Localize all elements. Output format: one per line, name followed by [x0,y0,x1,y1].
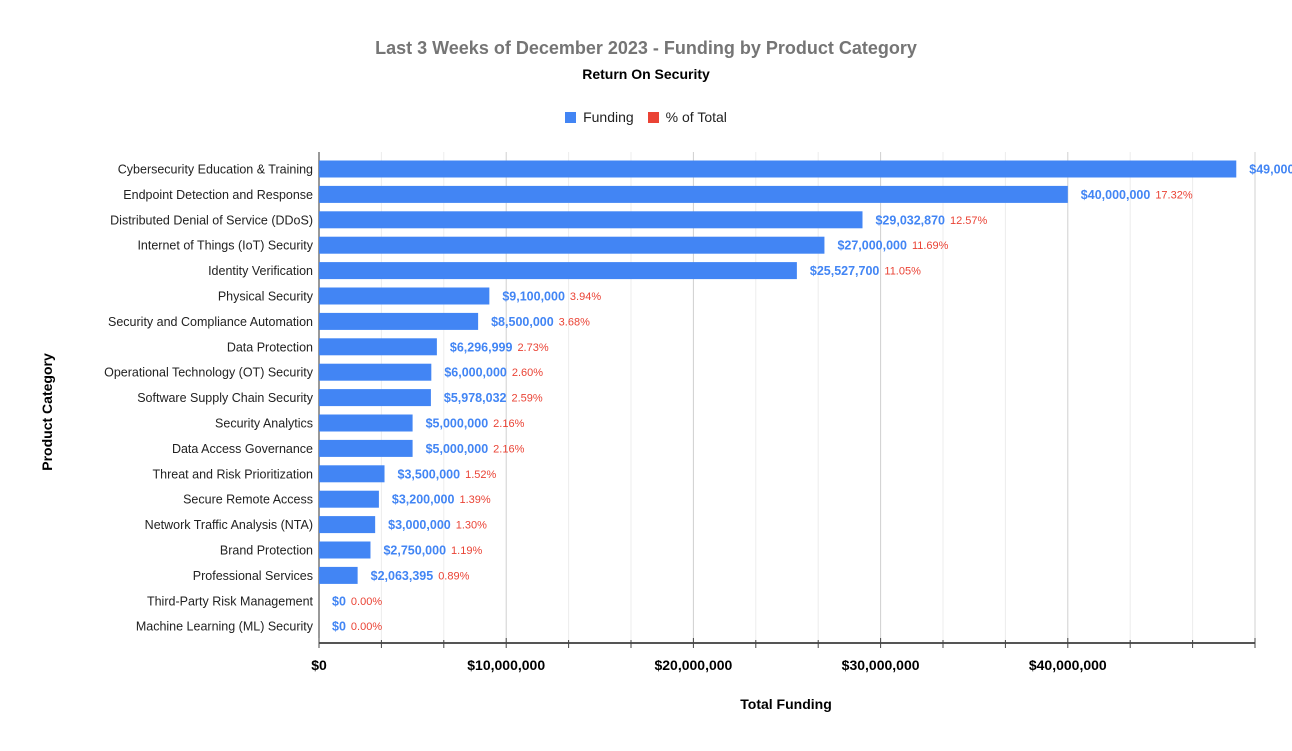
bar [319,465,385,483]
data-label-funding: $27,000,000 [837,239,907,253]
bar [319,414,413,432]
data-label-funding: $2,750,000 [383,544,446,558]
bar [319,439,413,457]
y-tick-label: Cybersecurity Education & Training [118,163,313,177]
y-tick-label: Secure Remote Access [183,493,313,507]
x-tick-label: $10,000,000 [467,657,545,673]
bar [319,287,490,305]
data-label-percent: 1.30% [456,520,487,532]
data-label-percent: 17.32% [1155,189,1193,201]
data-label-funding: $5,978,032 [444,391,507,405]
data-label-funding: $29,032,870 [875,213,945,227]
y-tick-label: Endpoint Detection and Response [123,188,313,202]
data-label-funding: $2,063,395 [371,569,434,583]
x-tick-label: $0 [311,657,327,673]
legend-label: Funding [583,109,634,125]
data-label-percent: 0.89% [438,570,469,582]
data-label-funding: $49,000,000 [1249,163,1292,177]
y-tick-label: Brand Protection [220,544,313,558]
data-label-funding: $5,000,000 [426,442,489,456]
bar [319,516,376,534]
bar [319,490,379,508]
bar [319,363,432,381]
legend-swatch-funding [565,111,577,123]
data-label-percent: 12.57% [950,215,988,227]
chart-subtitle: Return On Security [582,66,710,82]
y-tick-label: Operational Technology (OT) Security [104,366,314,380]
bar [319,236,825,254]
y-tick-label: Security and Compliance Automation [108,315,313,329]
y-tick-label: Third-Party Risk Management [147,594,314,608]
bar [319,262,797,280]
y-tick-label: Physical Security [218,290,314,304]
y-tick-label: Machine Learning (ML) Security [136,620,314,634]
data-label-percent: 2.60% [512,367,543,379]
data-label-funding: $3,000,000 [388,518,451,532]
data-label-funding: $25,527,700 [810,264,880,278]
bar [319,185,1068,203]
bar [319,211,863,229]
y-tick-label: Network Traffic Analysis (NTA) [145,518,313,532]
y-tick-label: Threat and Risk Prioritization [153,467,314,481]
x-axis-label: Total Funding [740,696,832,712]
y-tick-label: Data Access Governance [172,442,313,456]
x-tick-label: $30,000,000 [842,657,920,673]
bar [319,312,479,330]
data-label-percent: 3.68% [559,316,590,328]
bar [319,541,371,559]
legend-item-percent[interactable]: % of Total [647,109,727,125]
data-label-percent: 1.19% [451,545,482,557]
data-label-funding: $6,000,000 [444,366,507,380]
data-label-funding: $3,200,000 [392,493,455,507]
data-label-percent: 2.73% [517,342,548,354]
legend-label: % of Total [665,109,727,125]
data-label-percent: 11.05% [884,266,921,278]
y-tick-label: Security Analytics [215,417,313,431]
bar [319,338,437,356]
y-tick-label: Software Supply Chain Security [137,391,314,405]
bar [319,566,358,584]
y-tick-label: Internet of Things (IoT) Security [137,239,313,253]
data-label-percent: 2.16% [493,418,524,430]
data-label-funding: $8,500,000 [491,315,554,329]
chart-title: Last 3 Weeks of December 2023 - Funding … [375,38,917,58]
y-tick-label: Data Protection [227,340,313,354]
bar [319,160,1237,178]
data-label-funding: $5,000,000 [426,417,489,431]
legend: Funding % of Total [0,109,1292,125]
data-label-percent: 11.69% [912,240,949,252]
data-label-funding: $0 [332,620,346,634]
data-label-percent: 0.00% [351,596,382,608]
data-label-percent: 3.94% [570,291,601,303]
legend-swatch-percent [647,111,659,123]
y-tick-label: Distributed Denial of Service (DDoS) [110,213,313,227]
data-label-percent: 1.52% [465,469,496,481]
data-label-funding: $0 [332,594,346,608]
data-label-funding: $6,296,999 [450,340,513,354]
data-label-percent: 2.59% [511,393,542,405]
x-tick-label: $40,000,000 [1029,657,1107,673]
data-label-percent: 2.16% [493,443,524,455]
legend-item-funding[interactable]: Funding [565,109,634,125]
data-label-percent: 0.00% [351,621,382,633]
bar [319,389,431,407]
data-label-funding: $40,000,000 [1081,188,1151,202]
y-tick-label: Professional Services [193,569,313,583]
y-tick-label: Identity Verification [208,264,313,278]
data-label-funding: $3,500,000 [398,467,461,481]
x-tick-label: $20,000,000 [654,657,732,673]
data-label-funding: $9,100,000 [502,290,565,304]
data-label-percent: 1.39% [459,494,490,506]
